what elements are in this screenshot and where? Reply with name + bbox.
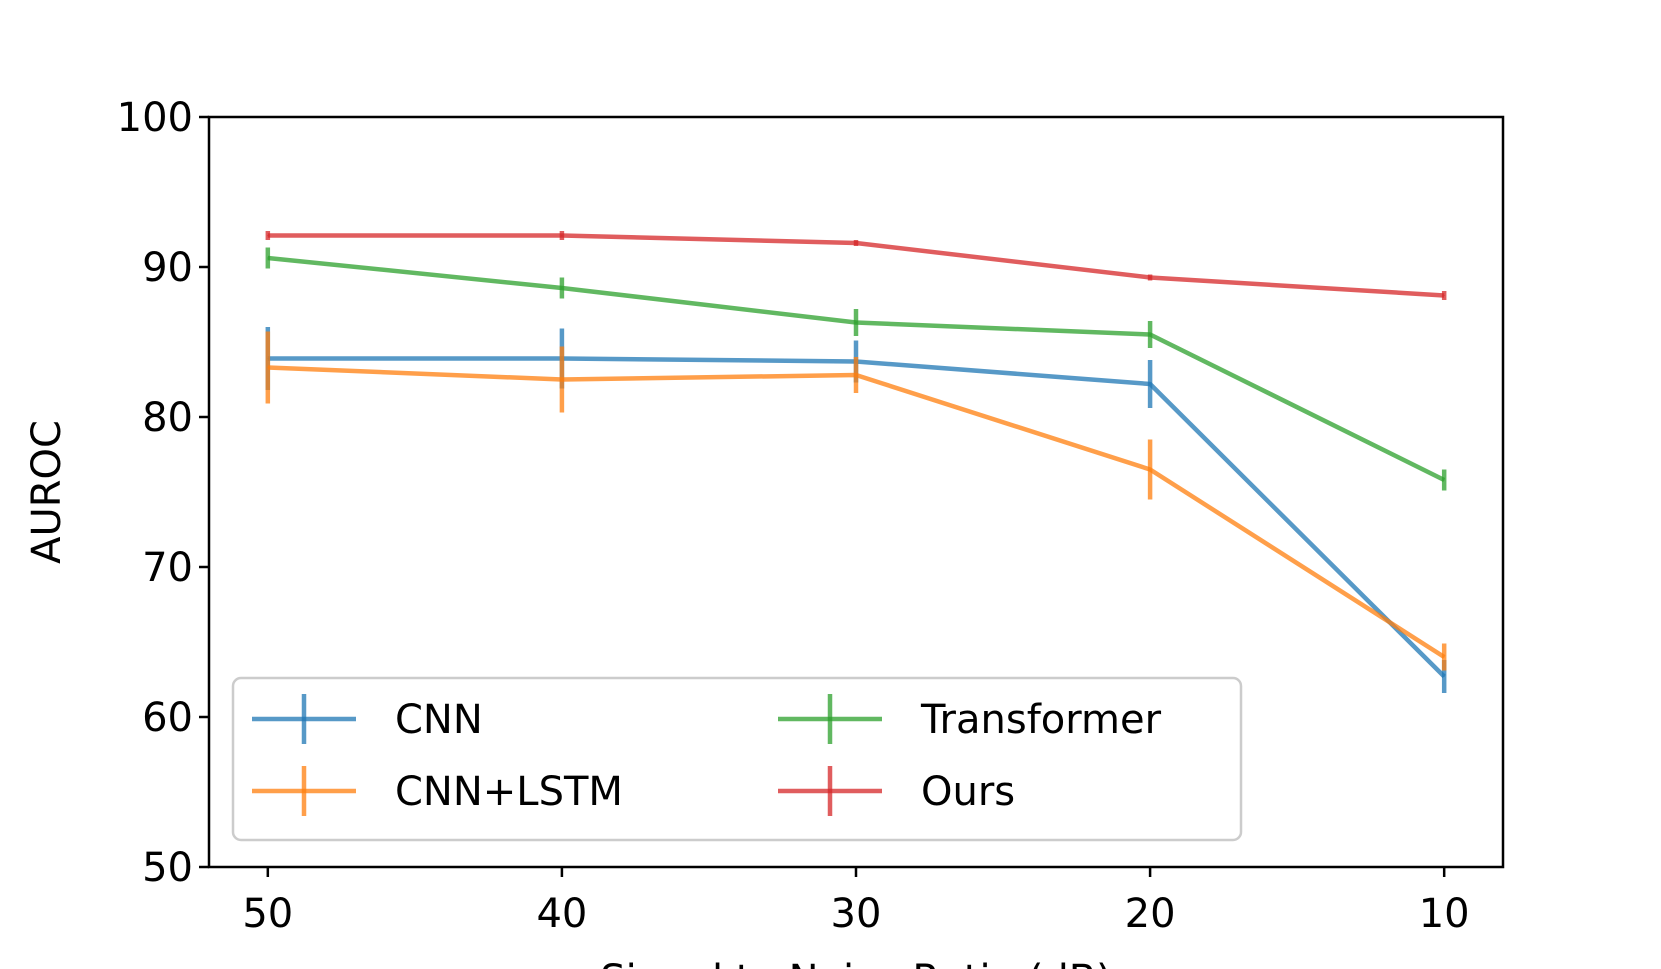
y-tick-label: 100	[117, 95, 193, 141]
data-point-cnn	[1443, 676, 1445, 677]
data-point-cnn-lstm	[1443, 656, 1445, 658]
y-tick-label: 70	[142, 545, 193, 591]
y-tick-label: 90	[142, 245, 193, 291]
y-axis-label: AUROC	[24, 420, 70, 564]
data-point-ours	[1149, 277, 1151, 278]
legend-label: CNN	[395, 697, 483, 743]
data-point-cnn-lstm	[855, 374, 857, 376]
legend-item-ours: Ours	[778, 766, 1015, 816]
x-tick-label: 30	[831, 891, 882, 937]
data-point-transformer	[267, 257, 269, 259]
data-point-transformer	[1443, 479, 1445, 481]
y-tick-label: 60	[142, 695, 193, 741]
series-ours	[265, 231, 1447, 300]
legend: CNN CNN+LSTM Transformer Ours	[231, 676, 1243, 842]
data-point-transformer	[1149, 334, 1151, 335]
data-point-cnn-lstm	[561, 379, 563, 380]
y-tick-label: 80	[142, 395, 193, 441]
x-tick-label: 40	[536, 891, 587, 937]
legend-frame	[231, 676, 1243, 842]
legend-label: CNN+LSTM	[395, 769, 623, 815]
data-point-cnn-lstm	[267, 367, 269, 368]
series-layer	[265, 231, 1447, 693]
x-tick-label: 10	[1419, 891, 1470, 937]
data-point-cnn	[1149, 383, 1151, 385]
data-point-ours	[1443, 295, 1445, 296]
legend-label: Transformer	[920, 697, 1162, 743]
legend-item-cnn: CNN	[252, 694, 483, 744]
data-point-transformer	[561, 287, 563, 289]
series-cnn-lstm	[265, 331, 1447, 671]
data-point-ours	[561, 235, 563, 236]
ticks-layer: 50 60 70 80 90 100 50 40 30 20 10	[117, 95, 1470, 937]
x-tick-label: 50	[242, 891, 293, 937]
legend-label: Ours	[921, 769, 1015, 815]
series-transformer	[265, 247, 1447, 491]
legend-item-cnn-lstm: CNN+LSTM	[252, 766, 623, 816]
legend-item-transformer: Transformer	[778, 694, 1162, 744]
x-tick-label: 20	[1125, 891, 1176, 937]
x-axis-label: Signal to Noise Ratio (dB)	[600, 957, 1112, 969]
data-point-cnn-lstm	[1149, 469, 1151, 470]
data-point-ours	[267, 235, 269, 236]
data-point-transformer	[855, 322, 857, 323]
y-tick-label: 50	[142, 845, 193, 891]
data-point-ours	[855, 242, 857, 244]
